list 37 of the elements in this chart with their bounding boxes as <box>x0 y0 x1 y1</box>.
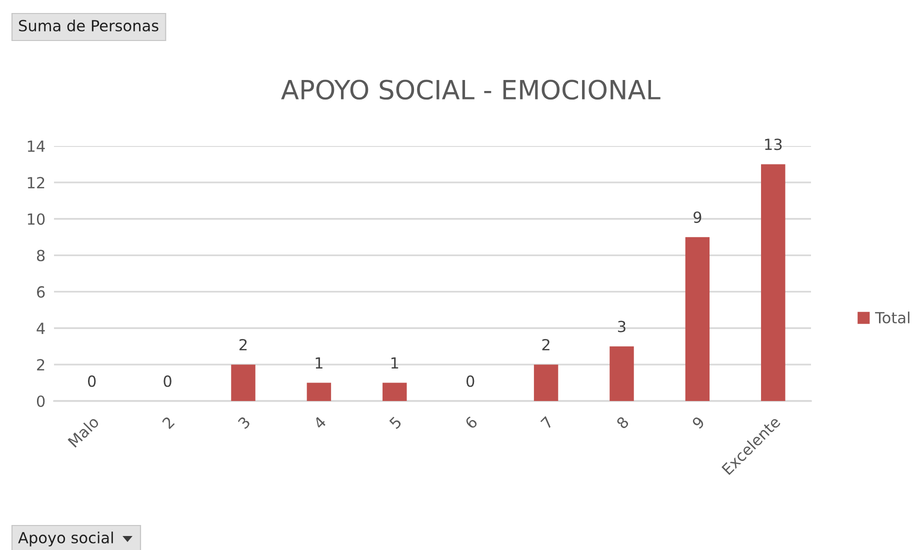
bar <box>306 382 332 401</box>
x-tick-label: 8 <box>616 416 630 430</box>
y-tick-label: 4 <box>36 322 45 334</box>
bar <box>231 364 256 401</box>
data-label: 0 <box>164 375 172 387</box>
x-tick-label: 4 <box>312 416 327 430</box>
x-tick-label: 6 <box>464 416 478 430</box>
bar <box>685 237 710 401</box>
data-label: 3 <box>618 320 626 332</box>
y-tick-label: 2 <box>37 359 44 370</box>
bar <box>610 346 634 401</box>
bar <box>761 164 786 401</box>
text: Suma de Personas <box>19 20 158 32</box>
x-tick-label: 9 <box>691 416 706 430</box>
y-tick-label: 14 <box>28 140 45 152</box>
y-tick-label: 12 <box>28 176 44 188</box>
data-label: 1 <box>316 357 322 368</box>
x-tick-label: 5 <box>388 416 402 430</box>
data-label: 13 <box>765 138 782 150</box>
y-tick-label: 0 <box>36 395 45 408</box>
bar <box>534 364 558 401</box>
text: Apoyo social <box>18 532 113 546</box>
data-label: 2 <box>240 338 247 350</box>
x-tick-label: 2 <box>162 416 175 430</box>
data-label: 0 <box>88 375 96 387</box>
bar <box>382 382 407 401</box>
data-label: 1 <box>391 357 398 368</box>
x-tick-label: 3 <box>237 416 251 430</box>
y-tick-label: 8 <box>36 250 45 262</box>
legend-label: Total <box>875 312 910 324</box>
data-label: 9 <box>694 211 702 223</box>
y-tick-label: 6 <box>37 286 45 298</box>
data-label: 0 <box>466 375 474 387</box>
chart-title: APOYO SOCIAL - EMOCIONAL <box>281 80 660 100</box>
data-label: 2 <box>542 338 550 350</box>
x-tick-label: 7 <box>540 416 554 430</box>
y-tick-label: 10 <box>28 213 45 225</box>
